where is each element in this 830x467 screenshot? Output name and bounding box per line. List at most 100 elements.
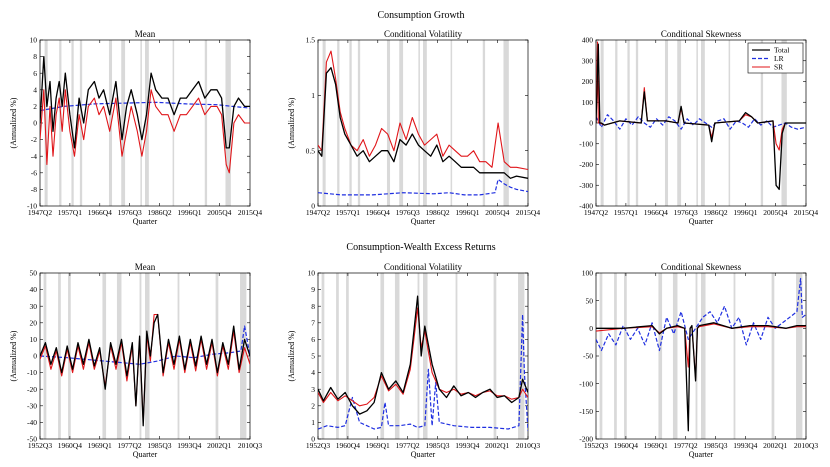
y-tick-label: 0 — [33, 352, 37, 361]
panel-2: Conditional Volatility 0 0.5 1 1.5 1947Q2 1957… — [287, 29, 540, 226]
y-tick-label: 7 — [311, 318, 315, 327]
recession-band — [615, 40, 618, 206]
recession-band — [336, 273, 339, 439]
recession-band — [394, 273, 400, 439]
y-tick-label: 2 — [33, 102, 37, 111]
y-tick-label: 0 — [33, 119, 37, 128]
series-line-total — [40, 55, 250, 149]
y-tick-label: 9 — [311, 285, 315, 294]
row-title-consumption-growth: Consumption Growth — [378, 10, 465, 21]
panel-1: Mean -10 -8 -6 -4 -2 0 2 4 6 8 10 1947Q2 1957Q1 1966Q4… — [9, 29, 262, 226]
x-tick-label: 2010Q3 — [516, 441, 540, 450]
x-tick-label: 1993Q4 — [733, 441, 757, 450]
x-axis-label: Quarter — [411, 217, 436, 226]
y-tick-label: -6 — [31, 168, 37, 177]
recession-band — [664, 40, 669, 206]
x-tick-label: 2015Q4 — [794, 208, 818, 217]
y-tick-label: -10 — [27, 368, 37, 377]
y-tick-label: -200 — [579, 435, 593, 444]
recession-band — [733, 273, 736, 439]
x-tick-label: 1985Q3 — [703, 441, 727, 450]
series-line-lr — [318, 313, 528, 431]
y-tick-label: 50 — [586, 296, 594, 305]
series-group — [40, 313, 250, 427]
recession-band — [455, 273, 458, 439]
x-tick-label: 1960Q4 — [58, 441, 82, 450]
recession-band — [172, 40, 175, 206]
panel-title: Conditional Skewness — [661, 262, 742, 272]
series-line-total — [318, 295, 528, 415]
y-tick-label: 10 — [308, 269, 316, 278]
panel-title: Conditional Skewness — [661, 29, 742, 39]
x-axis-label: Quarter — [689, 450, 714, 459]
x-tick-label: 1969Q1 — [644, 441, 668, 450]
recession-band — [627, 40, 630, 206]
y-tick-label: -20 — [27, 385, 37, 394]
x-axis-label: Quarter — [411, 450, 436, 459]
y-tick-label: -10 — [27, 202, 37, 211]
panel-title: Mean — [135, 29, 156, 39]
recession-band — [43, 273, 47, 439]
y-tick-label: -30 — [27, 401, 37, 410]
recession-band — [701, 273, 706, 439]
y-tick-label: 200 — [582, 77, 594, 86]
x-tick-label: 1966Q4 — [88, 208, 112, 217]
plot-frame — [317, 39, 529, 207]
y-tick-label: 20 — [30, 318, 38, 327]
x-tick-label: 1952Q3 — [584, 441, 608, 450]
series-line-total — [318, 67, 528, 179]
x-tick-label: 1957Q1 — [614, 208, 638, 217]
recession-band — [701, 40, 705, 206]
recession-band — [696, 40, 698, 206]
x-tick-label: 1996Q1 — [177, 208, 201, 217]
recession-band — [599, 273, 603, 439]
x-tick-label: 1947Q2 — [28, 208, 52, 217]
recession-band — [58, 273, 61, 439]
y-tick-label: 5 — [311, 352, 315, 361]
series-group — [596, 277, 806, 432]
recession-band — [225, 40, 231, 206]
y-tick-label: 50 — [30, 269, 38, 278]
x-tick-label: 1957Q1 — [336, 208, 360, 217]
y-tick-label: -150 — [579, 407, 593, 416]
x-tick-label: 2010Q3 — [238, 441, 262, 450]
recession-band — [503, 40, 509, 206]
recession-band — [658, 273, 663, 439]
recession-band — [672, 273, 678, 439]
row-title-consumption-wealth-excess-returns: Consumption-Wealth Excess Returns — [346, 242, 495, 253]
panel-3: Conditional Skewness -400 -300 -200 -100 0 100… — [579, 29, 818, 226]
x-tick-label: 1976Q3 — [118, 208, 142, 217]
x-tick-label: 1969Q1 — [366, 441, 390, 450]
legend-label: Total — [774, 46, 789, 55]
y-tick-label: -2 — [31, 135, 37, 144]
panel-title: Mean — [135, 262, 156, 272]
y-tick-label: -200 — [579, 160, 593, 169]
series-line-total — [40, 313, 250, 427]
recession-band — [140, 40, 142, 206]
y-tick-label: 3 — [311, 385, 315, 394]
x-tick-label: 1960Q4 — [614, 441, 638, 450]
y-tick-label: 100 — [582, 98, 594, 107]
y-tick-label: 0 — [589, 119, 593, 128]
y-tick-label: 8 — [33, 52, 37, 61]
x-tick-label: 1986Q2 — [147, 208, 171, 217]
y-tick-label: 10 — [30, 36, 38, 45]
recession-band — [321, 273, 325, 439]
y-tick-label: 4 — [33, 85, 37, 94]
x-tick-label: 1985Q3 — [425, 441, 449, 450]
series-line-lr — [596, 114, 806, 130]
x-tick-label: 1957Q1 — [58, 208, 82, 217]
x-tick-label: 1960Q4 — [336, 441, 360, 450]
y-axis-label: (Annualized %) — [9, 97, 18, 148]
panel-4: Mean -50 -40 -30 -20 -10 0 10 20 30 40 50 1952Q3 1960… — [9, 262, 262, 459]
recession-band — [482, 40, 486, 206]
series-line-sr — [318, 50, 528, 171]
y-tick-label: 2 — [311, 401, 315, 410]
y-axis-label: (Annualized %) — [287, 97, 296, 148]
x-tick-label: 1966Q4 — [366, 208, 390, 217]
panel-6: Conditional Skewness -200 -150 -100 -50 0 50 10… — [579, 262, 818, 459]
y-tick-label: 0.5 — [306, 146, 316, 155]
y-tick-label: 1 — [311, 91, 315, 100]
